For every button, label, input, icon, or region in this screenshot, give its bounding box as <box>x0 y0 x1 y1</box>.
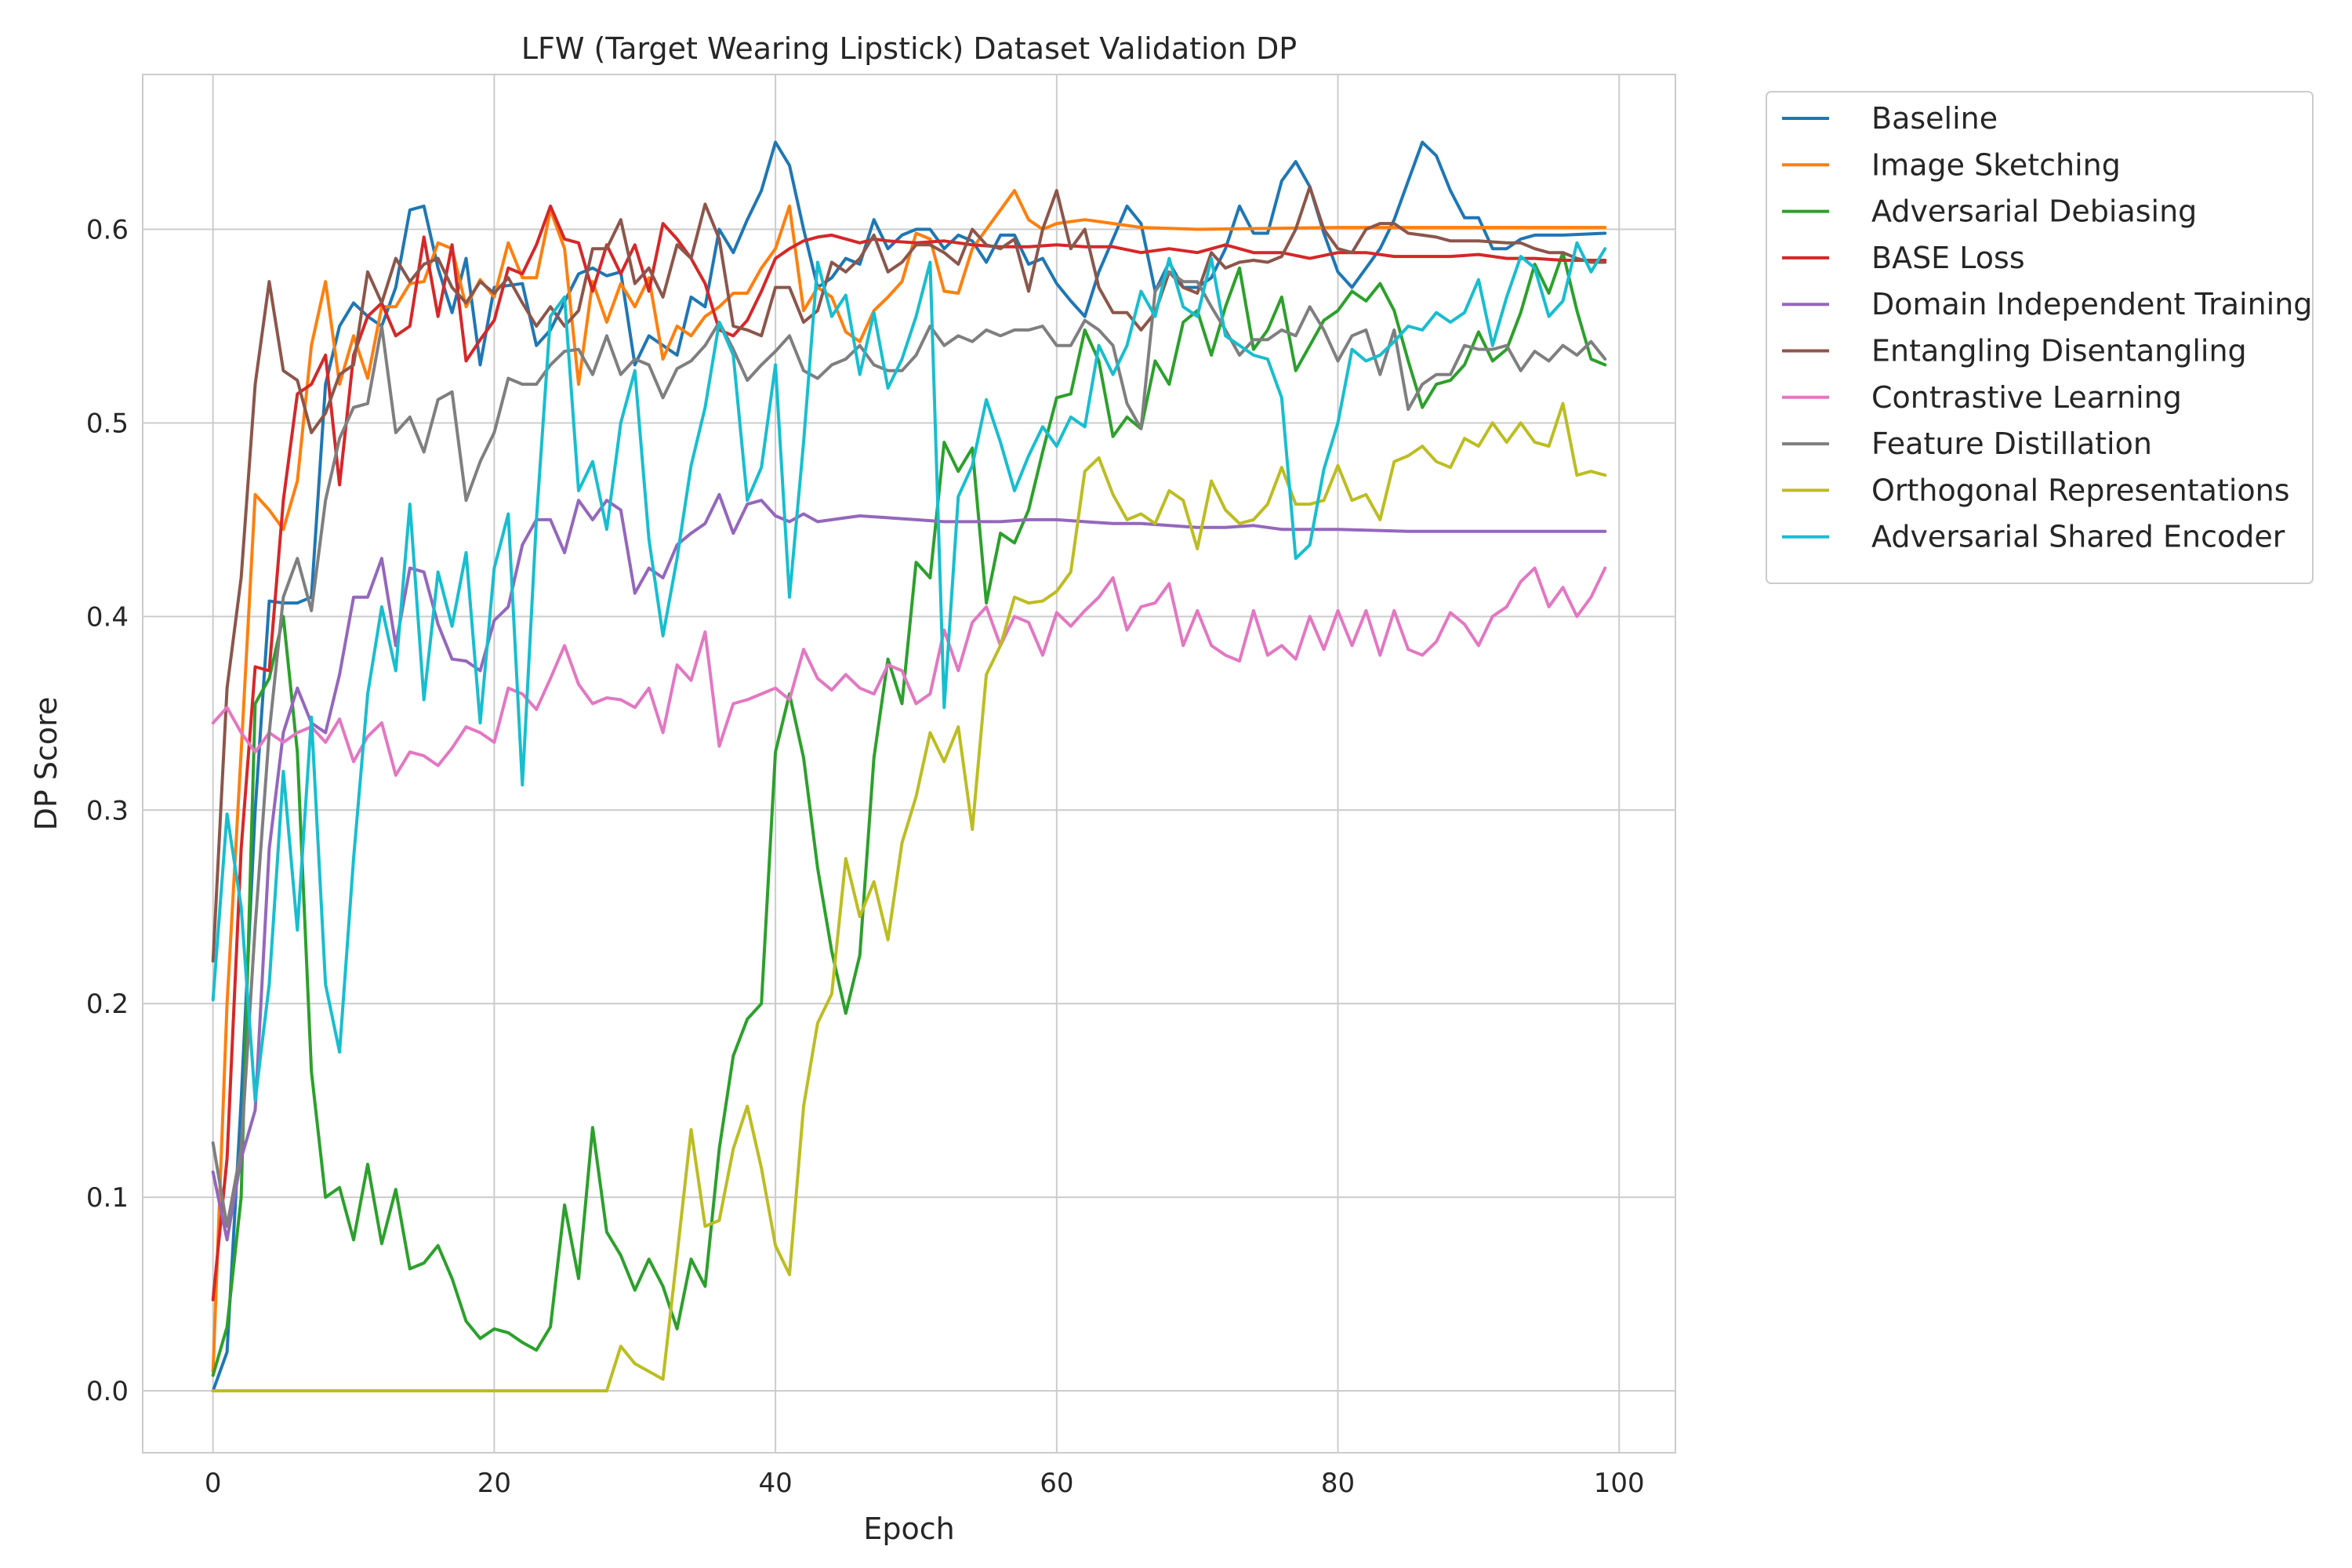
x-tick-label: 20 <box>477 1468 511 1499</box>
legend-label: BASE Loss <box>1871 241 2025 275</box>
y-tick-label: 0.5 <box>86 408 129 439</box>
series-line-5 <box>211 185 1607 963</box>
series-line-9 <box>211 241 1607 1102</box>
chart-title: LFW (Target Wearing Lipstick) Dataset Va… <box>521 31 1297 66</box>
x-tick-label: 60 <box>1040 1468 1073 1499</box>
series-line-8 <box>211 401 1607 1392</box>
x-tick-label: 0 <box>205 1468 222 1499</box>
x-tick-label: 80 <box>1321 1468 1355 1499</box>
y-tick-label: 0.2 <box>86 989 129 1020</box>
plot-frame <box>142 74 1676 1454</box>
legend-label: Baseline <box>1871 101 1998 136</box>
series-lines <box>211 140 1607 1392</box>
y-axis-label: DP Score <box>29 697 64 831</box>
legend-label: Adversarial Debiasing <box>1871 194 2197 229</box>
legend-label: Adversarial Shared Encoder <box>1871 520 2285 554</box>
legend-label: Entangling Disentangling <box>1871 334 2247 368</box>
legend-box <box>1766 91 2314 584</box>
series-line-0 <box>211 140 1607 1392</box>
legend-label: Orthogonal Representations <box>1871 473 2290 507</box>
legend-label: Feature Distillation <box>1871 426 2152 461</box>
legend-label: Contrastive Learning <box>1871 380 2182 415</box>
series-line-7 <box>211 270 1607 1229</box>
series-line-6 <box>211 566 1607 777</box>
x-axis-label: Epoch <box>863 1512 954 1546</box>
legend: Baseline Image Sketching Adversarial Debia… <box>1766 91 2314 584</box>
y-tick-label: 0.6 <box>86 215 129 246</box>
legend-label: Domain Independent Training <box>1871 287 2312 321</box>
x-tick-label: 100 <box>1594 1468 1645 1499</box>
series-line-1 <box>211 189 1607 1374</box>
tick-labels: 0 20 40 60 80 100 0.0 0.1 0.2 0.3 0.4 0.5 0.6 <box>86 215 1645 1499</box>
y-tick-label: 0.3 <box>86 795 129 826</box>
series-line-2 <box>211 251 1607 1377</box>
x-tick-label: 40 <box>758 1468 792 1499</box>
y-tick-label: 0.1 <box>86 1182 129 1214</box>
y-tick-label: 0.0 <box>86 1376 129 1407</box>
y-tick-label: 0.4 <box>86 601 129 633</box>
series-line-4 <box>211 492 1607 1242</box>
legend-label: Image Sketching <box>1871 147 2121 182</box>
